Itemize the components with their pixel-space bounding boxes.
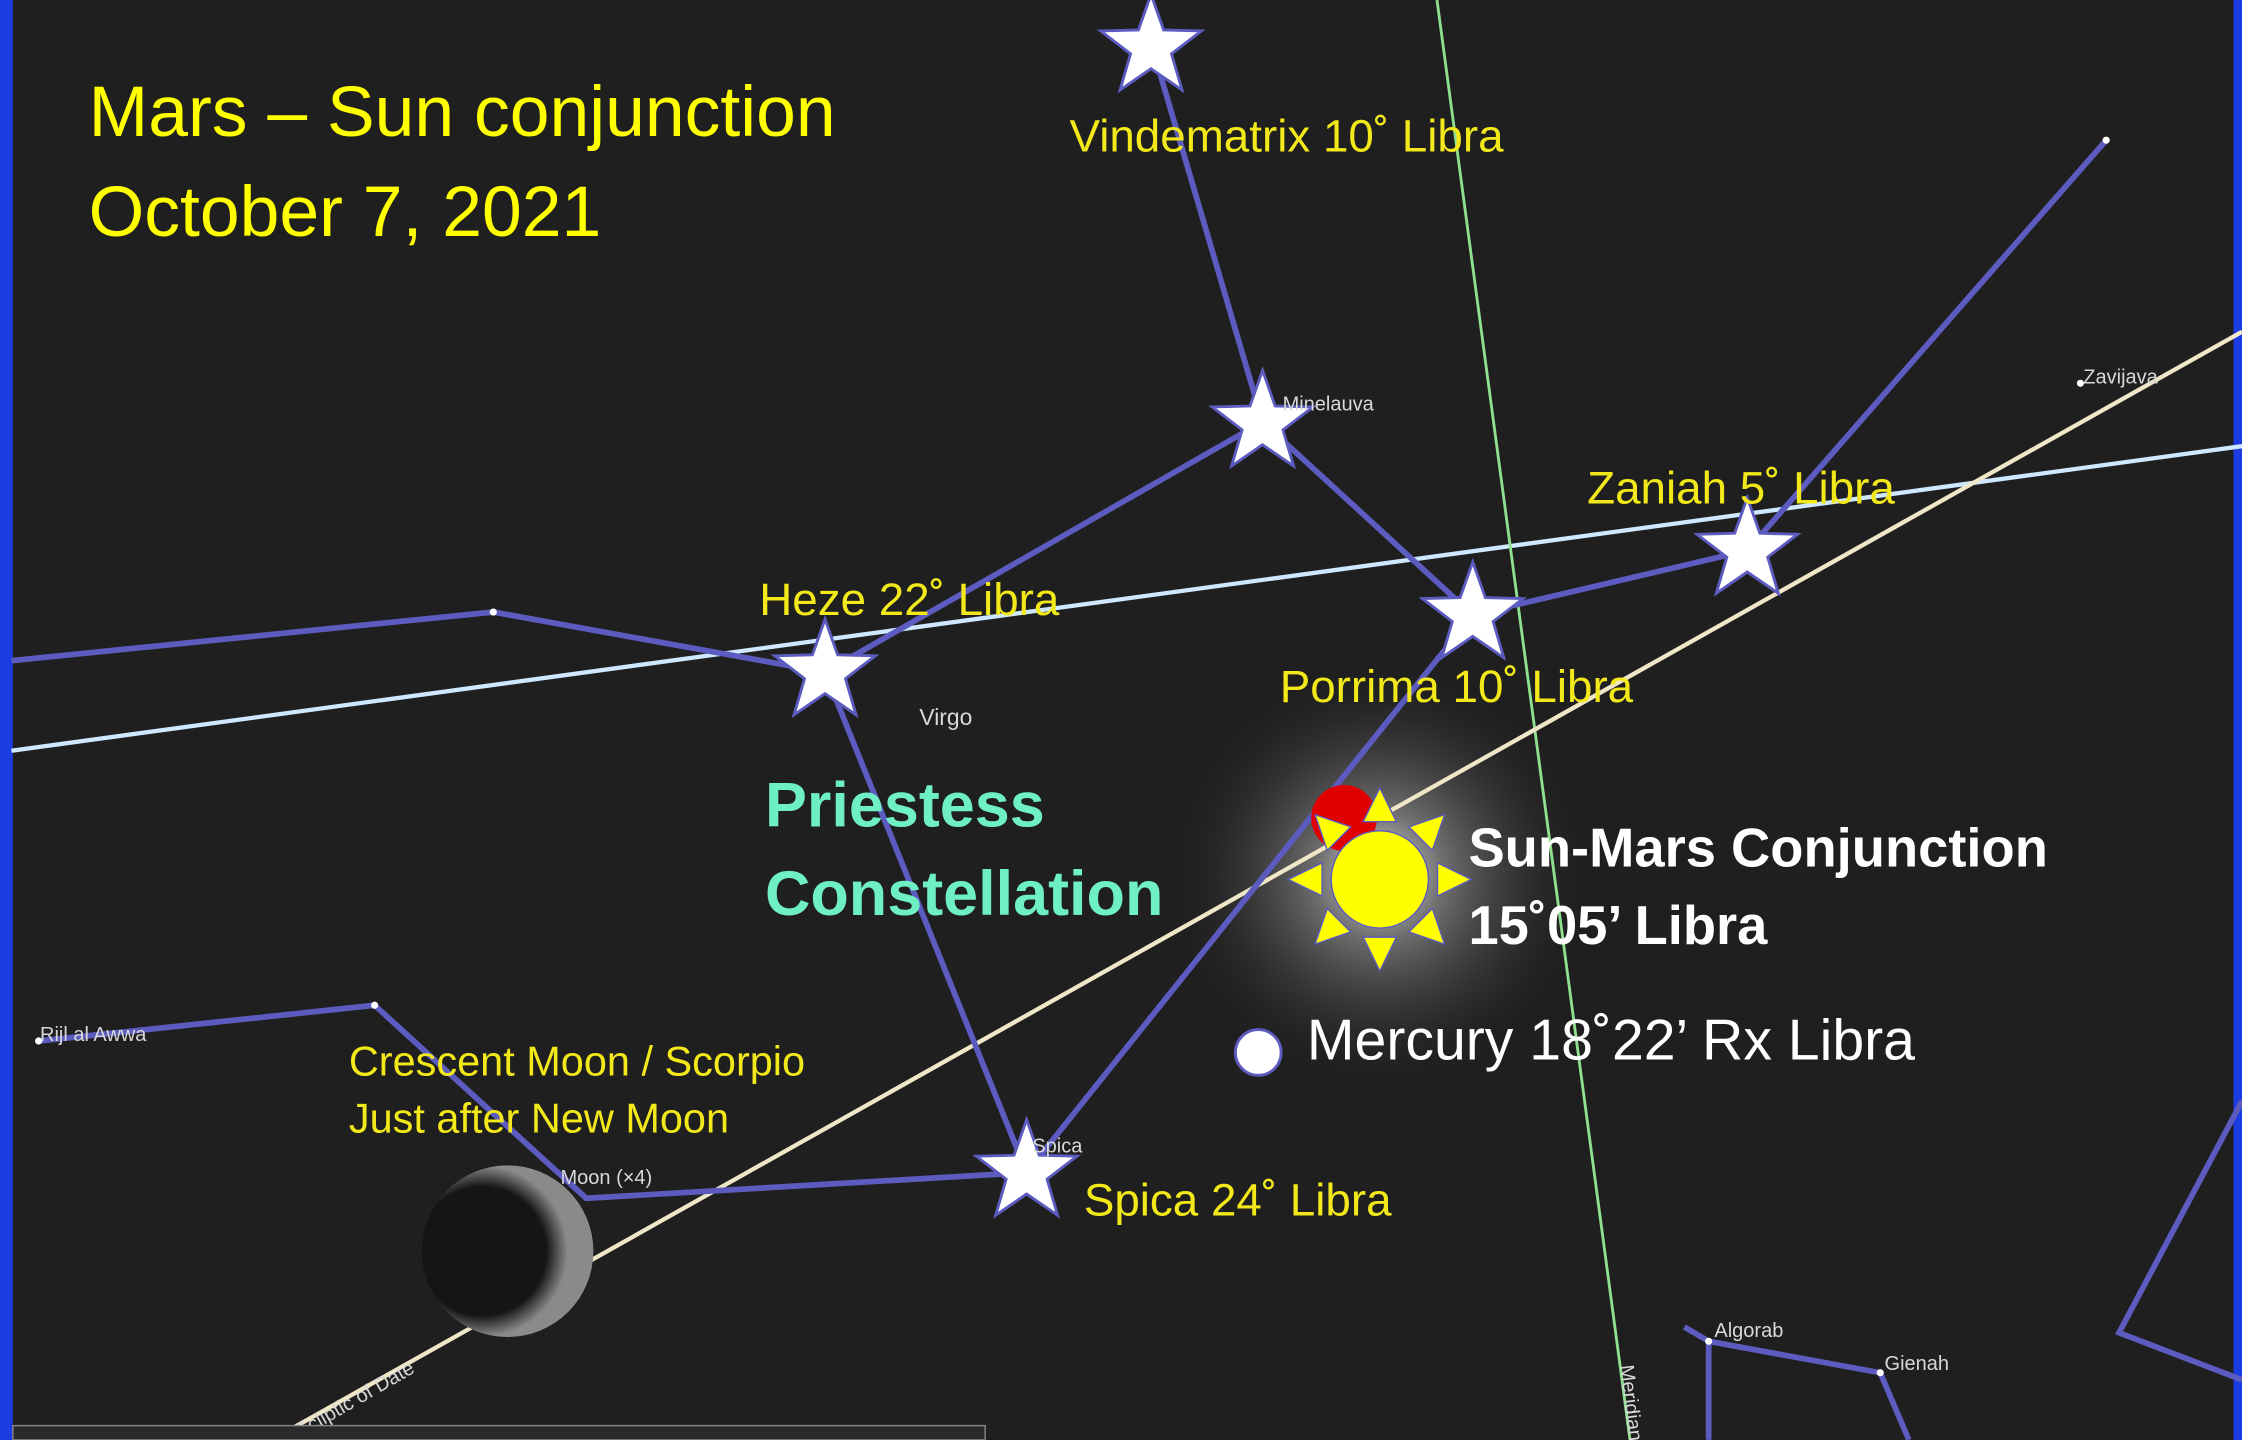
page: Mars – Sun conjunction October 7, 2021 V… bbox=[0, 0, 2242, 1440]
moon-label: Crescent Moon / Scorpio bbox=[349, 1037, 805, 1084]
sky-label: Spica bbox=[1032, 1136, 1083, 1158]
border-left bbox=[0, 0, 13, 1440]
sky-label: Zavijava bbox=[2083, 366, 2158, 388]
sun-disc bbox=[1331, 831, 1428, 928]
sky-view: Mars – Sun conjunction October 7, 2021 V… bbox=[0, 0, 2242, 1440]
sun bbox=[1288, 788, 1471, 971]
sky-label: Rijl al Awwa bbox=[40, 1024, 147, 1046]
star-dot bbox=[1877, 1369, 1884, 1376]
star-dot bbox=[1705, 1338, 1712, 1345]
conjunction-label: Sun-Mars Conjunction bbox=[1468, 818, 2047, 879]
sky-label: Algorab bbox=[1714, 1320, 1783, 1342]
moon-label: Just after New Moon bbox=[349, 1095, 729, 1142]
annotation: Vindematrix 10˚ Libra bbox=[1070, 111, 1505, 162]
status-bar bbox=[13, 1426, 985, 1440]
constellation-label: Constellation bbox=[765, 859, 1163, 929]
mercury-label: Mercury 18˚22’ Rx Libra bbox=[1307, 1009, 1915, 1073]
constellation-label: Priestess bbox=[765, 771, 1045, 841]
sky-label: Virgo bbox=[919, 704, 972, 730]
title: Mars – Sun conjunction bbox=[89, 72, 836, 152]
border-right bbox=[2233, 0, 2242, 1440]
mercury bbox=[1235, 1030, 1281, 1076]
star-dot bbox=[490, 608, 497, 615]
annotation: Heze 22˚ Libra bbox=[759, 574, 1060, 625]
sky-label: Moon (×4) bbox=[561, 1167, 653, 1189]
subtitle: October 7, 2021 bbox=[89, 172, 602, 252]
annotation: Zaniah 5˚ Libra bbox=[1587, 462, 1895, 513]
annotation: Spica 24˚ Libra bbox=[1084, 1174, 1392, 1225]
star-dot bbox=[371, 1002, 378, 1009]
moon bbox=[422, 1165, 594, 1337]
conjunction-label: 15˚05’ Libra bbox=[1468, 895, 1768, 956]
annotation: Porrima 10˚ Libra bbox=[1280, 661, 1634, 712]
star-dot bbox=[2103, 137, 2110, 144]
sky-label: Gienah bbox=[1885, 1353, 1950, 1375]
sky-label: Minelauva bbox=[1283, 393, 1375, 415]
